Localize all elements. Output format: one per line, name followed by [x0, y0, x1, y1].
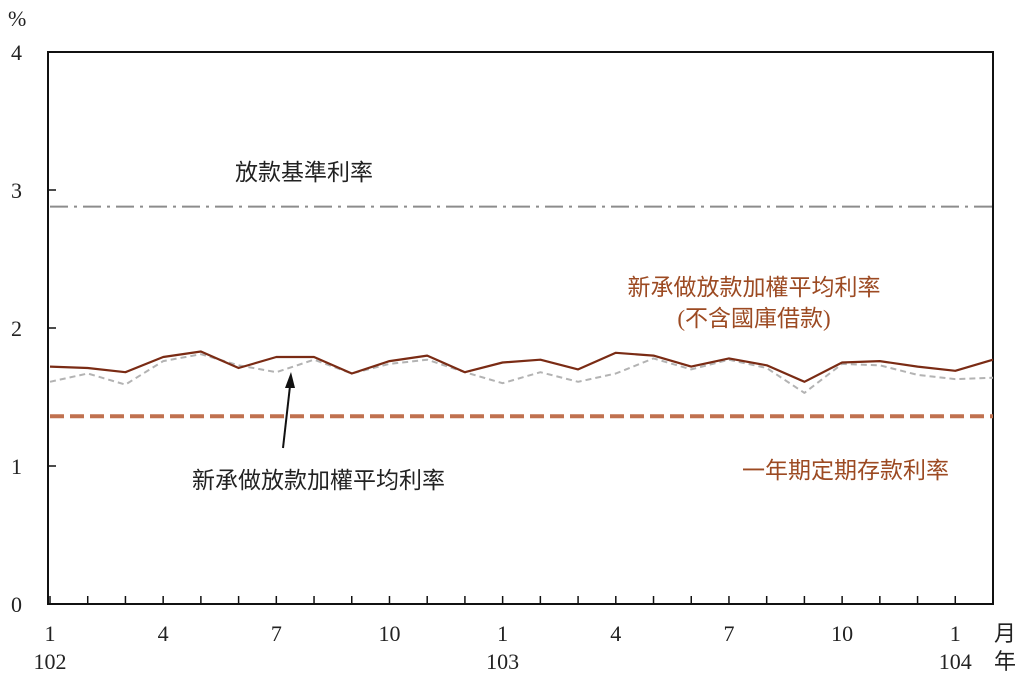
y-tick-label: 4: [11, 40, 22, 65]
x-tick-label-month: 10: [378, 621, 400, 646]
x-tick-label-month: 1: [950, 621, 961, 646]
annotation-arrow: [282, 372, 295, 449]
x-unit-year: 年: [994, 649, 1016, 674]
label-new-loan-excl-line1: 新承做放款加權平均利率: [628, 275, 881, 300]
x-tick-label-month: 7: [723, 621, 734, 646]
label-new-loan-excl-line2: (不含國庫借款): [677, 306, 830, 331]
series-lines: [49, 205, 994, 419]
series-line-1: [49, 350, 994, 383]
label-base-rate: 放款基準利率: [235, 160, 373, 185]
plot-frame: [47, 51, 994, 605]
x-tick-label-month: 4: [610, 621, 621, 646]
label-deposit: 一年期定期存款利率: [742, 458, 949, 483]
x-tick-label-month: 4: [158, 621, 169, 646]
y-tick-label: 0: [11, 592, 22, 617]
x-tick-label-year: 103: [486, 649, 519, 674]
series-line-2: [49, 353, 994, 394]
y-tick-label: 2: [11, 316, 22, 341]
y-tick-label: 3: [11, 178, 22, 203]
x-tick-label-month: 7: [271, 621, 282, 646]
y-axis: 0 1 2 3 4: [11, 40, 56, 617]
y-tick-label: 1: [11, 454, 22, 479]
x-tick-label-month: 1: [45, 621, 56, 646]
x-tick-label-year: 102: [34, 649, 67, 674]
x-axis: 1 102 4 7 10 1 103 4 7 10 1 104: [34, 596, 994, 674]
label-new-loan: 新承做放款加權平均利率: [192, 468, 445, 493]
x-tick-label-year: 104: [939, 649, 972, 674]
x-tick-label-month: 1: [497, 621, 508, 646]
x-unit-month: 月: [994, 621, 1016, 646]
x-tick-label-month: 10: [831, 621, 853, 646]
y-unit-label: %: [8, 6, 26, 31]
